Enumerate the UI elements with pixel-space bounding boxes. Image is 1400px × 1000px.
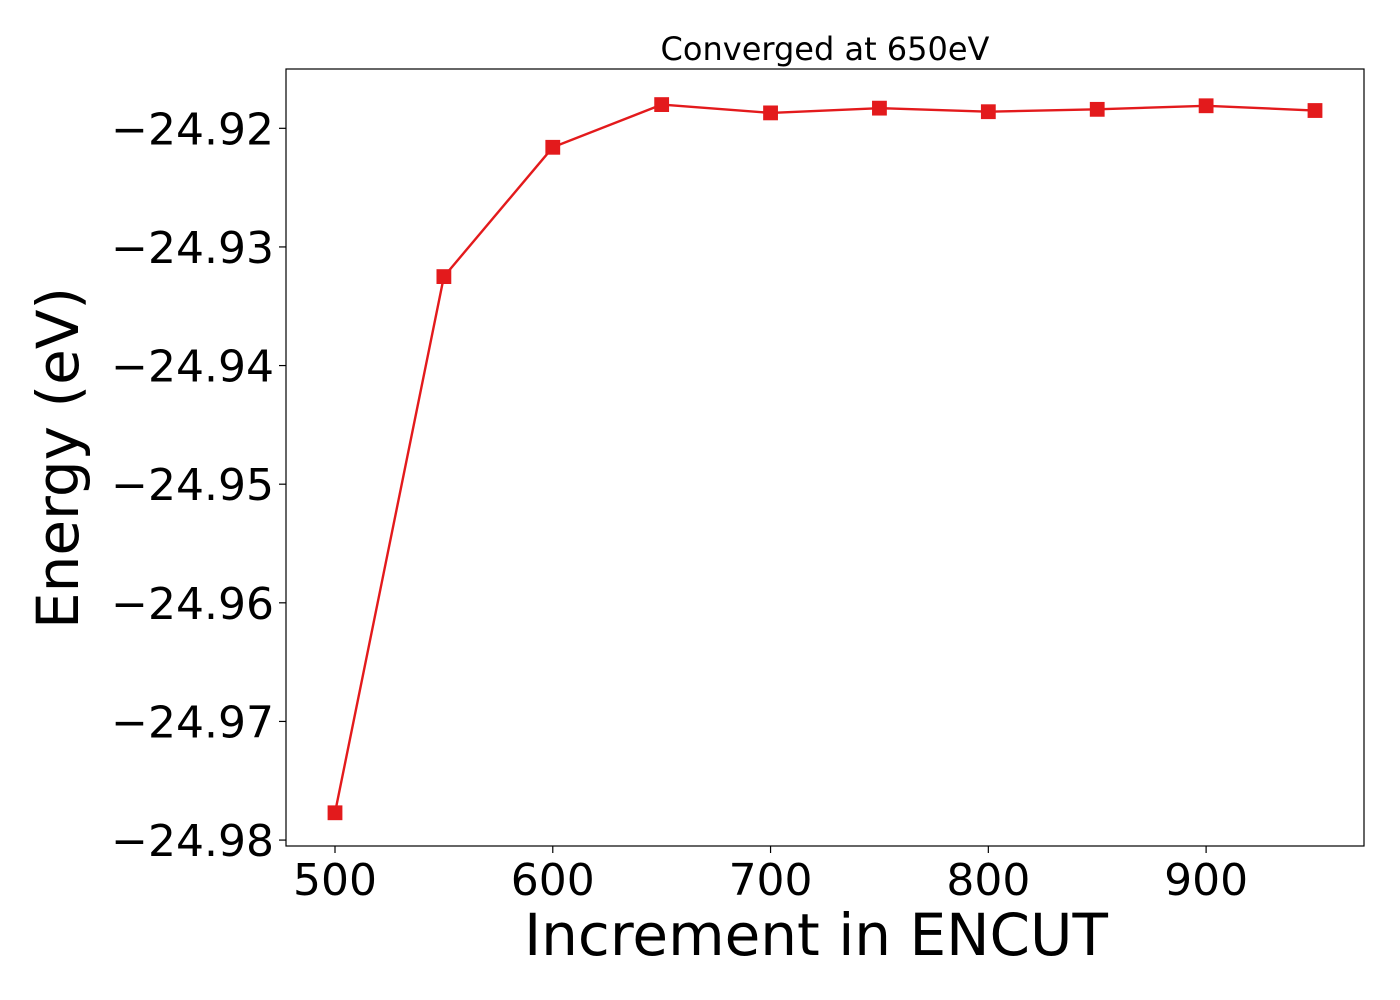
data-point-marker <box>545 139 561 155</box>
y-tick-label: −24.97 <box>111 697 274 748</box>
y-tick-label: −24.96 <box>111 579 274 630</box>
chart-title: Converged at 650eV <box>661 30 990 68</box>
x-tick-label: 500 <box>293 855 377 906</box>
y-tick-label: −24.92 <box>111 104 274 155</box>
x-tick-label: 700 <box>729 855 813 906</box>
data-point-marker <box>436 269 452 284</box>
x-tick-label: 800 <box>946 855 1030 906</box>
data-point-marker <box>1307 103 1323 118</box>
y-axis-title: Energy (eV) <box>24 287 92 629</box>
plot-frame <box>285 68 1365 847</box>
x-axis: 500 600 700 800 900 <box>293 846 1248 906</box>
series-layer <box>327 97 1323 821</box>
data-point-marker <box>654 97 670 112</box>
y-tick-label: −24.93 <box>111 223 274 274</box>
plot-area <box>285 68 1365 847</box>
data-point-marker <box>980 104 996 120</box>
data-point-marker <box>1198 98 1214 114</box>
y-tick-label: −24.95 <box>111 460 274 511</box>
data-point-marker <box>327 805 343 821</box>
y-axis: −24.98 −24.97 −24.96 −24.95 −24.94 −24.93 −24.… <box>111 104 286 867</box>
x-axis-title: Increment in ENCUT <box>524 901 1108 969</box>
x-tick-label: 900 <box>1164 855 1248 906</box>
series-line <box>333 103 1316 814</box>
data-point-marker <box>763 105 778 121</box>
x-tick-label: 600 <box>511 855 595 906</box>
y-tick-label: −24.98 <box>111 816 274 867</box>
data-point-marker <box>872 100 887 116</box>
data-point-marker <box>1089 101 1105 117</box>
y-tick-label: −24.94 <box>111 342 274 393</box>
